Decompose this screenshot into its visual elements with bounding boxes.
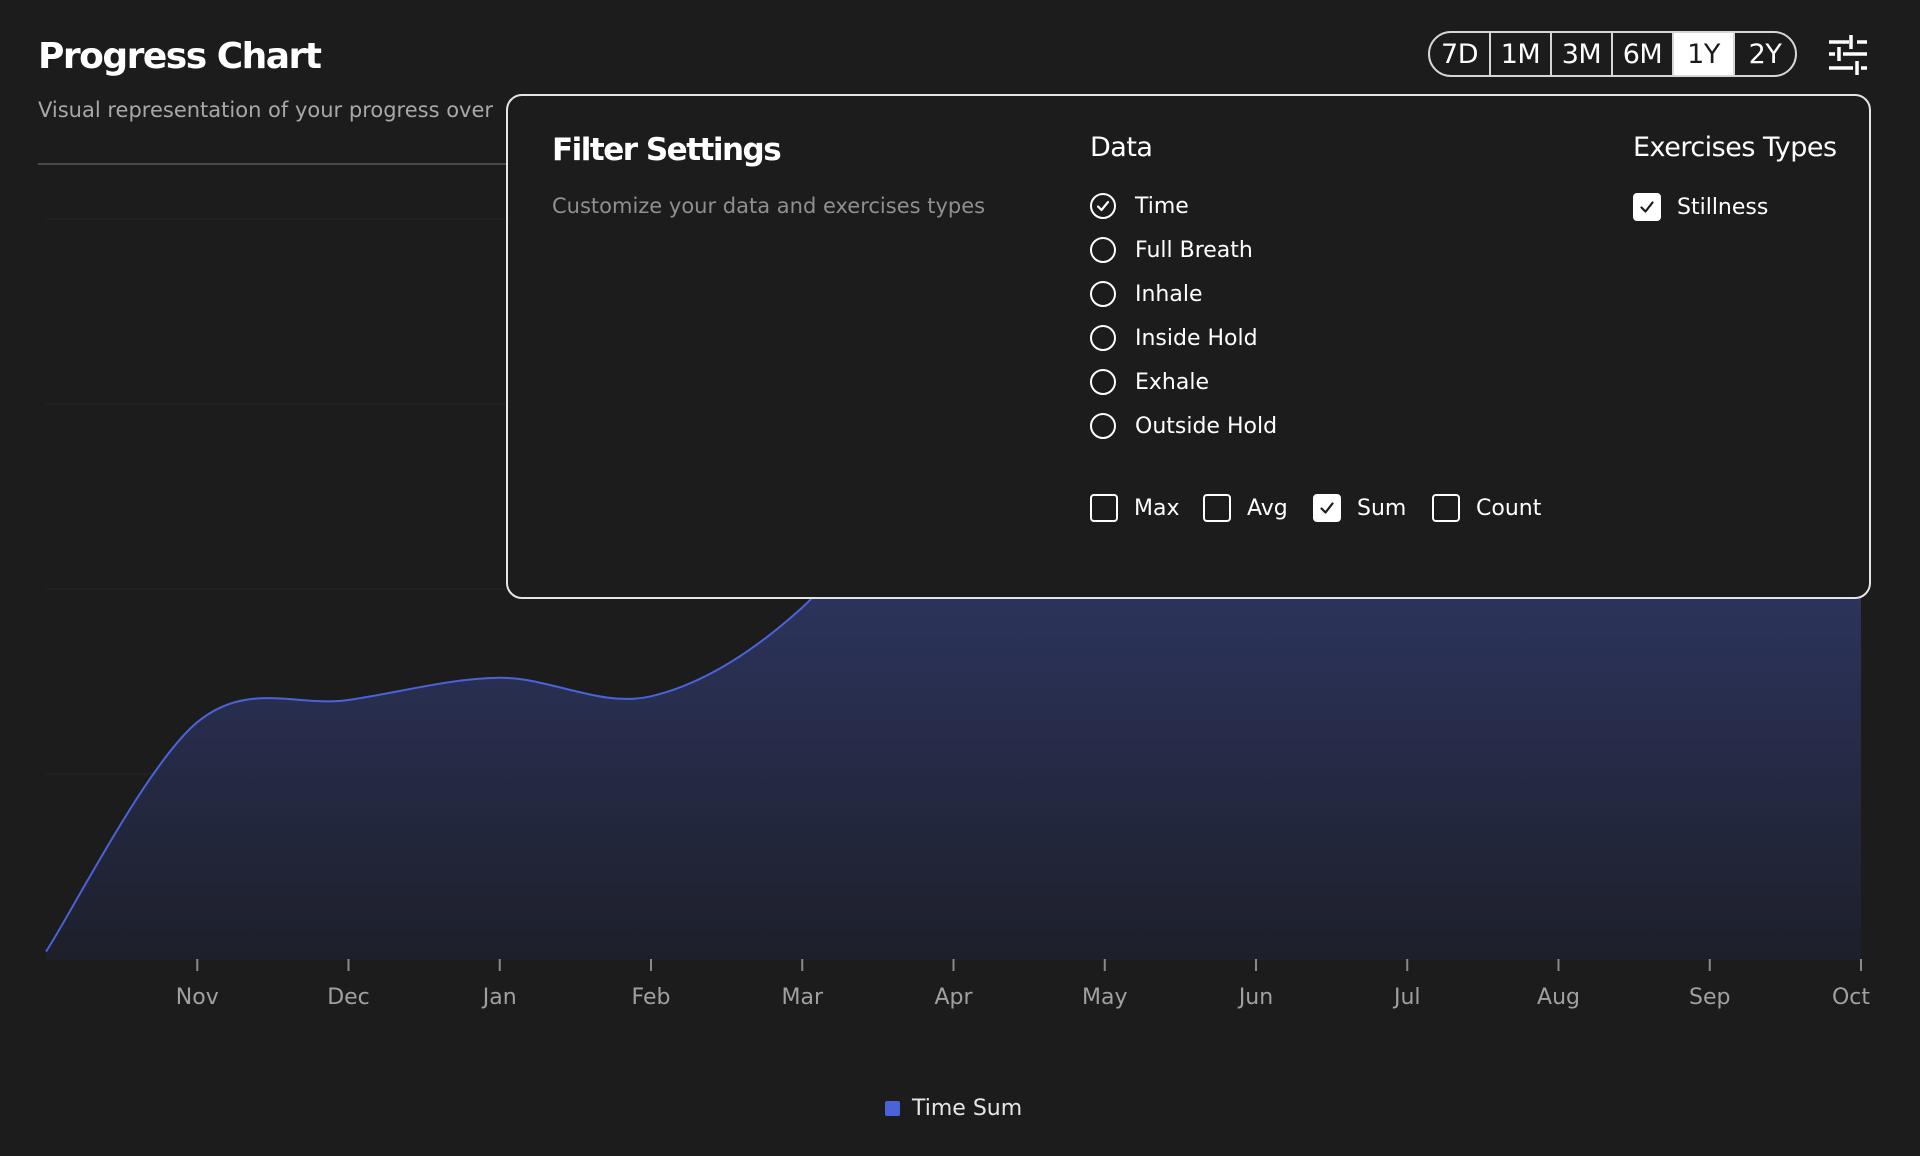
data-option-time[interactable]: Time — [1090, 193, 1189, 219]
radio-icon[interactable] — [1090, 369, 1116, 395]
range-1y-button[interactable]: 1Y — [1674, 33, 1735, 75]
type-option-stillness[interactable]: Stillness — [1633, 193, 1768, 221]
aggregation-max[interactable]: Max — [1090, 494, 1179, 522]
data-option-full-breath[interactable]: Full Breath — [1090, 237, 1253, 263]
chart-legend[interactable]: Time Sum — [885, 1096, 1022, 1121]
types-heading: Exercises Types — [1633, 132, 1837, 163]
data-option-inhale[interactable]: Inhale — [1090, 281, 1203, 307]
data-option-inside-hold[interactable]: Inside Hold — [1090, 325, 1258, 351]
option-label: Time — [1135, 193, 1189, 219]
sliders-icon[interactable] — [1827, 32, 1869, 76]
x-tick-label: Aug — [1537, 985, 1580, 1010]
checkbox-icon[interactable] — [1090, 494, 1118, 522]
option-label: Avg — [1247, 495, 1288, 521]
option-label: Count — [1476, 495, 1542, 521]
x-tick-label: Jun — [1237, 985, 1273, 1010]
x-tick-label: Jan — [481, 985, 517, 1010]
range-2y-button[interactable]: 2Y — [1748, 38, 1782, 70]
page-title: Progress Chart — [38, 36, 322, 77]
radio-icon[interactable] — [1090, 237, 1116, 263]
range-3m-button[interactable]: 3M — [1552, 33, 1613, 75]
aggregation-avg[interactable]: Avg — [1203, 494, 1288, 522]
filter-settings-panel: Filter Settings Customize your data and … — [506, 94, 1871, 599]
checkbox-icon[interactable] — [1203, 494, 1231, 522]
checkbox-icon[interactable] — [1432, 494, 1460, 522]
option-label: Outside Hold — [1135, 413, 1278, 439]
data-option-outside-hold[interactable]: Outside Hold — [1090, 413, 1277, 439]
x-tick-label: Mar — [781, 985, 823, 1010]
checkbox-checked-icon[interactable] — [1313, 494, 1341, 522]
data-option-exhale[interactable]: Exhale — [1090, 369, 1209, 395]
x-tick-label: Feb — [632, 985, 671, 1010]
option-label: Inhale — [1135, 281, 1203, 307]
x-tick-label: Apr — [934, 985, 973, 1010]
option-label: Full Breath — [1135, 237, 1253, 263]
radio-icon[interactable] — [1090, 413, 1116, 439]
aggregation-count[interactable]: Count — [1432, 494, 1541, 522]
data-heading: Data — [1090, 132, 1153, 163]
legend-swatch — [885, 1101, 900, 1116]
option-label: Stillness — [1677, 194, 1769, 220]
header-divider — [38, 163, 518, 165]
x-tick-label: Sep — [1689, 985, 1730, 1010]
x-tick-label: May — [1082, 985, 1127, 1010]
radio-icon[interactable] — [1090, 281, 1116, 307]
range-7d-button[interactable]: 7D — [1430, 33, 1491, 75]
legend-label: Time Sum — [912, 1096, 1023, 1121]
filter-title: Filter Settings — [552, 132, 782, 168]
option-label: Inside Hold — [1135, 325, 1258, 351]
radio-icon[interactable] — [1090, 325, 1116, 351]
aggregation-sum[interactable]: Sum — [1313, 494, 1406, 522]
time-range-selector: 7D 1M 3M 6M 1Y 2Y — [1428, 31, 1797, 77]
option-label: Max — [1134, 495, 1180, 521]
filter-description: Customize your data and exercises types — [552, 194, 986, 218]
checkbox-checked-icon[interactable] — [1633, 193, 1661, 221]
range-1m-button[interactable]: 1M — [1491, 33, 1552, 75]
x-tick-label: Nov — [176, 985, 219, 1010]
option-label: Sum — [1357, 495, 1407, 521]
radio-checked-icon[interactable] — [1090, 193, 1116, 219]
x-tick-label: Jul — [1392, 985, 1421, 1010]
x-tick-label: Oct — [1832, 985, 1870, 1010]
page-subtitle: Visual representation of your progress o… — [38, 98, 494, 122]
option-label: Exhale — [1135, 369, 1209, 395]
range-6m-button[interactable]: 6M — [1613, 33, 1674, 75]
x-tick-label: Dec — [327, 985, 370, 1010]
